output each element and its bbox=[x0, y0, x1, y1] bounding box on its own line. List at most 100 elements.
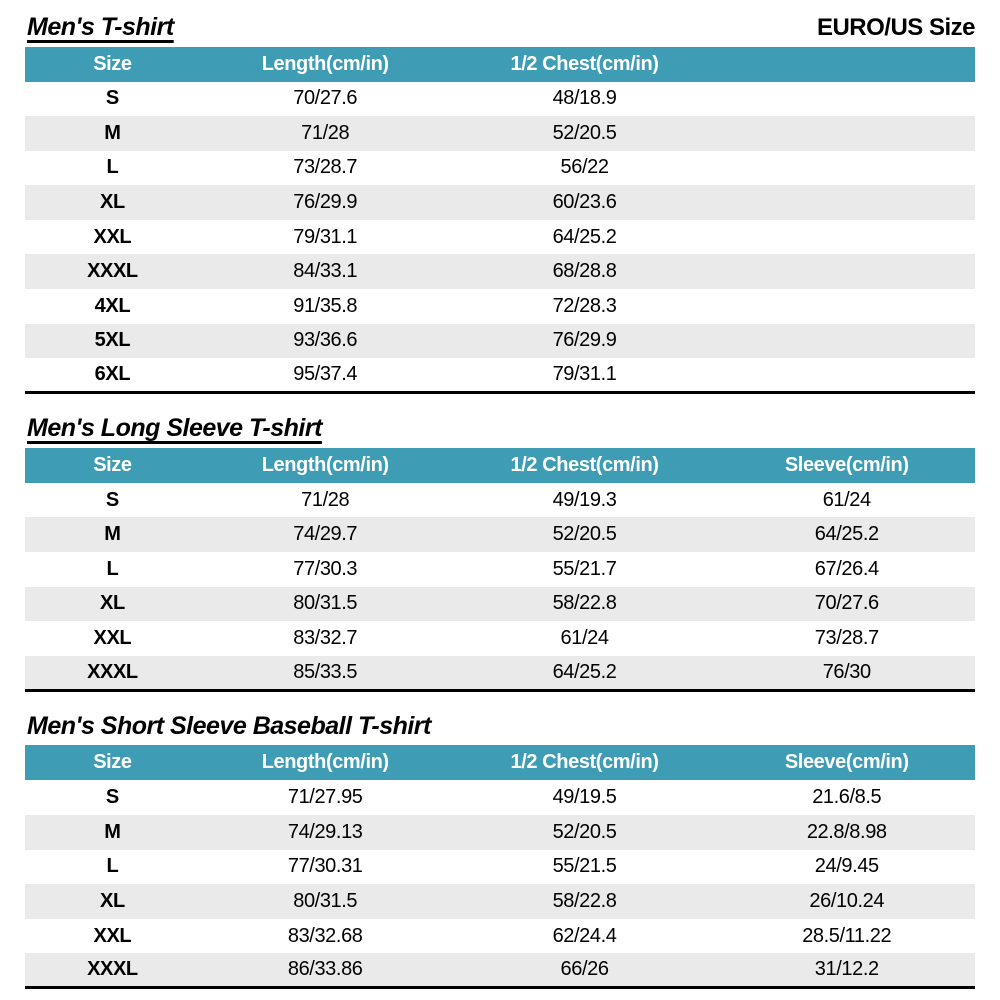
size-cell: 4XL bbox=[94, 294, 131, 317]
value-cell: 61/24 bbox=[822, 488, 871, 511]
table-title-row: Men's T-shirt EURO/US Size bbox=[27, 13, 976, 42]
size-table: Size Length(cm/in) 1/2 Chest(cm/in) S 70/27.… bbox=[25, 46, 975, 395]
value-cell: 74/29.7 bbox=[293, 523, 358, 546]
table-row: M 74/29.7 52/20.5 64/25.2 bbox=[25, 517, 975, 553]
value-cell bbox=[718, 185, 975, 220]
size-cell: L bbox=[106, 557, 119, 580]
value-cell bbox=[718, 358, 975, 393]
value-cell: 21.6/8.5 bbox=[812, 786, 882, 809]
value-cell: 91/35.8 bbox=[293, 294, 358, 317]
value-cell: 28.5/11.22 bbox=[802, 924, 892, 947]
table-row: XXXL 85/33.5 64/25.2 76/30 bbox=[25, 655, 975, 691]
value-cell: 55/21.7 bbox=[552, 557, 617, 580]
value-cell: 76/29.9 bbox=[293, 191, 358, 214]
value-cell: 84/33.1 bbox=[293, 260, 358, 283]
value-cell: 60/23.6 bbox=[552, 191, 617, 214]
value-cell: 95/37.4 bbox=[293, 363, 358, 386]
value-cell bbox=[718, 324, 975, 359]
column-header: Sleeve(cm/in) bbox=[718, 447, 975, 483]
size-cell: S bbox=[105, 488, 119, 511]
column-header: Size bbox=[25, 46, 200, 82]
table-row: XXL 83/32.68 62/24.4 28.5/11.22 bbox=[25, 918, 975, 954]
table-row: S 70/27.6 48/18.9 bbox=[25, 81, 975, 117]
size-cell: 5XL bbox=[94, 329, 131, 352]
size-cell: XL bbox=[100, 889, 125, 912]
value-cell: 58/22.8 bbox=[552, 889, 617, 912]
table-title: Men's Short Sleeve Baseball T-shirt bbox=[27, 711, 431, 740]
value-cell: 83/32.68 bbox=[287, 924, 363, 947]
value-cell: 76/30 bbox=[822, 660, 871, 683]
size-cell: XXXL bbox=[87, 260, 138, 283]
value-cell: 52/20.5 bbox=[552, 820, 617, 843]
value-cell: 56/22 bbox=[560, 156, 609, 179]
size-cell: M bbox=[104, 523, 121, 546]
column-header: Sleeve(cm/in) bbox=[718, 745, 975, 781]
size-cell: XXL bbox=[93, 924, 132, 947]
value-cell: 22.8/8.98 bbox=[806, 820, 887, 843]
column-header bbox=[718, 46, 975, 82]
value-cell: 73/28.7 bbox=[293, 156, 358, 179]
value-cell bbox=[718, 254, 975, 289]
table-row: XL 80/31.5 58/22.8 70/27.6 bbox=[25, 586, 975, 622]
value-cell bbox=[718, 82, 975, 117]
value-cell: 79/31.1 bbox=[552, 363, 617, 386]
value-cell: 70/27.6 bbox=[293, 87, 358, 110]
size-table: Size Length(cm/in) 1/2 Chest(cm/in) Sleeve(… bbox=[25, 447, 975, 692]
size-cell: L bbox=[106, 156, 119, 179]
value-cell bbox=[718, 220, 975, 255]
value-cell bbox=[718, 289, 975, 324]
header-row: Size Length(cm/in) 1/2 Chest(cm/in) bbox=[25, 46, 975, 82]
value-cell: 80/31.5 bbox=[293, 592, 358, 615]
table-title: Men's T-shirt bbox=[27, 13, 174, 41]
table-title-row: Men's Long Sleeve T-shirt bbox=[27, 415, 975, 443]
value-cell: 24/9.45 bbox=[814, 855, 879, 878]
value-cell: 72/28.3 bbox=[552, 294, 617, 317]
value-cell: 61/24 bbox=[560, 627, 609, 650]
value-cell: 93/36.6 bbox=[293, 329, 358, 352]
table-row: L 77/30.31 55/21.5 24/9.45 bbox=[25, 849, 975, 885]
value-cell: 31/12.2 bbox=[814, 958, 879, 981]
size-table: Size Length(cm/in) 1/2 Chest(cm/in) Sleeve(… bbox=[25, 745, 975, 990]
table-row: XL 76/29.9 60/23.6 bbox=[25, 185, 975, 220]
value-cell: 71/28 bbox=[301, 488, 350, 511]
value-cell: 79/31.1 bbox=[293, 225, 358, 248]
value-cell: 64/25.2 bbox=[814, 523, 879, 546]
value-cell: 49/19.5 bbox=[552, 786, 617, 809]
header-row: Size Length(cm/in) 1/2 Chest(cm/in) Sleeve(… bbox=[25, 745, 975, 781]
size-cell: M bbox=[104, 121, 121, 144]
size-cell: L bbox=[106, 855, 119, 878]
size-table-section: Men's Long Sleeve T-shirt Size Length(cm/i… bbox=[25, 415, 975, 692]
size-cell: XXXL bbox=[87, 958, 138, 981]
value-cell: 62/24.4 bbox=[552, 924, 617, 947]
value-cell: 86/33.86 bbox=[287, 958, 363, 981]
table-row: 6XL 95/37.4 79/31.1 bbox=[25, 358, 975, 393]
value-cell: 49/19.3 bbox=[552, 488, 617, 511]
value-cell: 83/32.7 bbox=[293, 627, 358, 650]
size-cell: XL bbox=[100, 592, 125, 615]
value-cell: 71/28 bbox=[301, 121, 350, 144]
value-cell: 67/26.4 bbox=[814, 557, 879, 580]
size-standard-label: EURO/US Size bbox=[816, 14, 976, 42]
table-row: XXL 83/32.7 61/24 73/28.7 bbox=[25, 621, 975, 656]
value-cell: 26/10.24 bbox=[809, 889, 885, 912]
value-cell: 64/25.2 bbox=[552, 225, 617, 248]
size-cell: XXL bbox=[93, 225, 132, 248]
value-cell bbox=[718, 116, 975, 151]
value-cell: 76/29.9 bbox=[552, 329, 617, 352]
size-chart-sections: Men's T-shirt EURO/US Size Size Length(cm/i… bbox=[25, 13, 976, 990]
value-cell: 58/22.8 bbox=[552, 592, 617, 615]
table-row: M 71/28 52/20.5 bbox=[25, 116, 975, 151]
table-row: XL 80/31.5 58/22.8 26/10.24 bbox=[25, 884, 975, 919]
value-cell: 52/20.5 bbox=[552, 121, 617, 144]
value-cell: 48/18.9 bbox=[552, 87, 617, 110]
value-cell: 77/30.31 bbox=[287, 855, 363, 878]
value-cell: 66/26 bbox=[560, 958, 609, 981]
table-row: XXXL 86/33.86 66/26 31/12.2 bbox=[25, 953, 975, 988]
value-cell: 52/20.5 bbox=[552, 523, 617, 546]
size-cell: XL bbox=[100, 191, 125, 214]
size-cell: S bbox=[105, 786, 119, 809]
table-row: M 74/29.13 52/20.5 22.8/8.98 bbox=[25, 815, 975, 850]
value-cell bbox=[718, 151, 975, 186]
column-header: 1/2 Chest(cm/in) bbox=[450, 46, 719, 82]
value-cell: 71/27.95 bbox=[287, 786, 363, 809]
